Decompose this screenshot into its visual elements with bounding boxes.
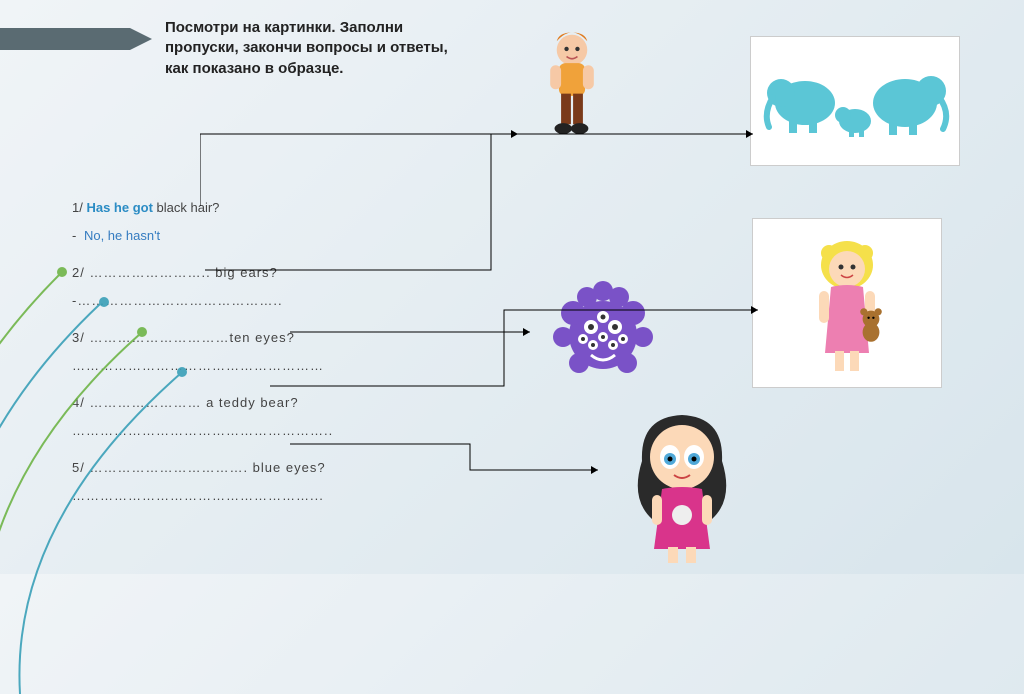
question-3: 3/ …………………………ten eyes? bbox=[72, 328, 432, 348]
question-2: 2/ …………………….. big ears? bbox=[72, 263, 432, 283]
boy-icon bbox=[517, 26, 627, 146]
answer-4: ……………………………………………….. bbox=[72, 421, 432, 441]
q1-number: 1/ bbox=[72, 200, 86, 215]
q1-bold: Has he got bbox=[86, 200, 152, 215]
answer-2: -…………………………………….. bbox=[72, 291, 432, 311]
monster-icon bbox=[533, 265, 673, 395]
image-boy bbox=[508, 20, 636, 152]
q1-rest: black hair? bbox=[153, 200, 219, 215]
decorative-accent-bar bbox=[0, 28, 130, 50]
a1-text: No, he hasn't bbox=[84, 228, 160, 243]
answer-3: ……………………………………………… bbox=[72, 356, 432, 376]
question-1: 1/ Has he got black hair? bbox=[72, 198, 432, 218]
girl-teddy-icon bbox=[757, 223, 937, 383]
image-elephants bbox=[750, 36, 960, 166]
image-monster bbox=[528, 260, 678, 400]
question-5: 5/ ……………………………. blue eyes? bbox=[72, 458, 432, 478]
answer-1: - No, he hasn't bbox=[72, 226, 432, 246]
answer-5: ……………………………………………... bbox=[72, 486, 432, 506]
image-girl-teddy bbox=[752, 218, 942, 388]
image-girl-blueeyes bbox=[598, 398, 766, 570]
questions-block: 1/ Has he got black hair? - No, he hasn'… bbox=[72, 198, 432, 513]
girl-blueeyes-icon bbox=[602, 399, 762, 569]
elephants-icon bbox=[755, 41, 955, 161]
a1-dash: - bbox=[72, 226, 80, 246]
question-4: 4/ …………………… a teddy bear? bbox=[72, 393, 432, 413]
instruction-text: Посмотри на картинки. Заполни пропуски, … bbox=[165, 18, 455, 79]
